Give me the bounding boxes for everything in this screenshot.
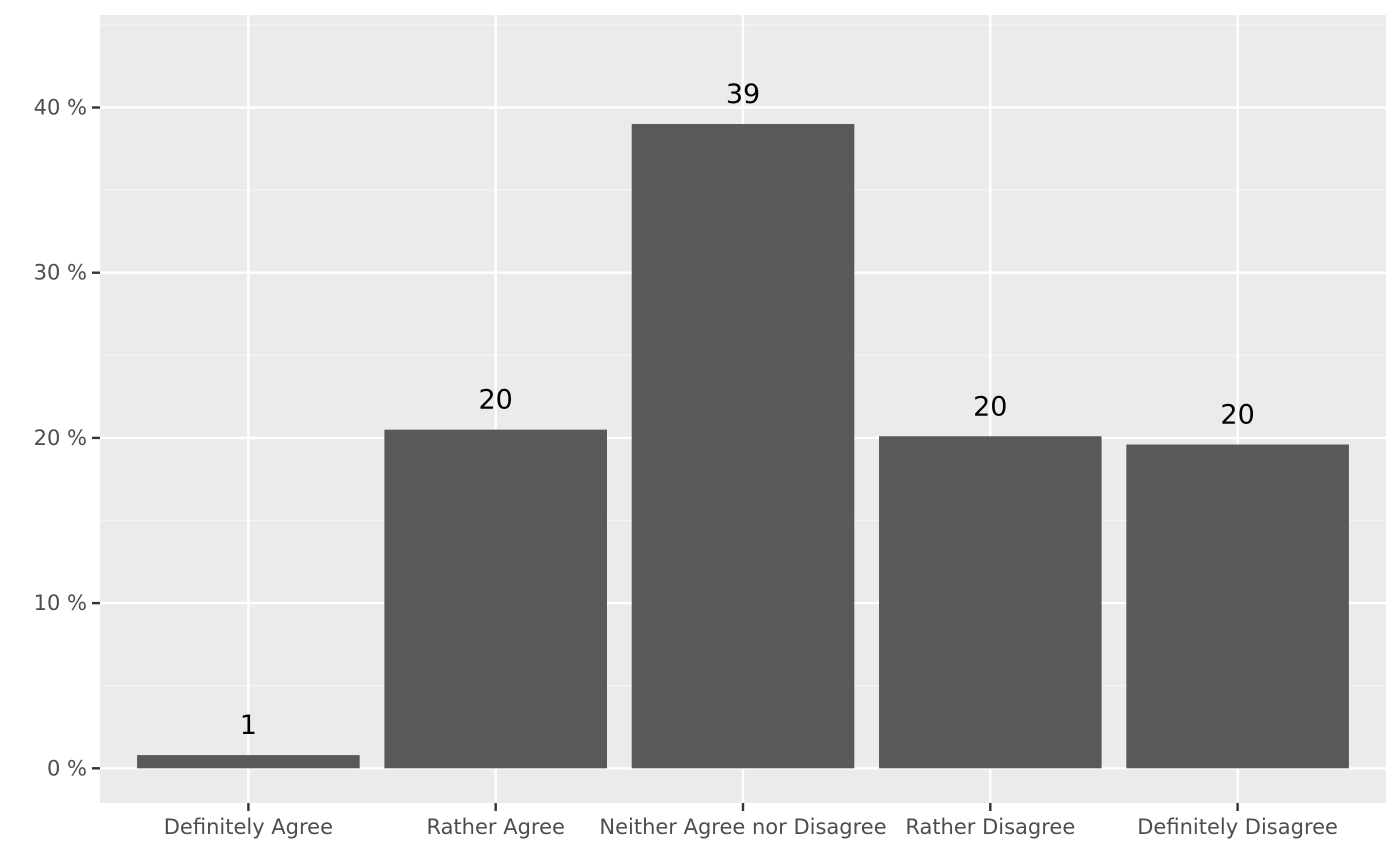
data-label: 20	[973, 391, 1007, 422]
bars	[137, 124, 1349, 769]
bar	[631, 124, 855, 769]
y-tick-label: 20 %	[34, 426, 87, 450]
y-tick-label: 40 %	[34, 96, 87, 120]
y-tick-label: 30 %	[34, 261, 87, 285]
x-tick-label: Neither Agree nor Disagree	[599, 815, 886, 839]
data-label: 39	[726, 79, 760, 110]
y-axis: 0 % 10 % 20 % 30 % 40 %	[34, 96, 100, 780]
bar	[1126, 444, 1349, 769]
bar	[384, 429, 607, 769]
y-tick-label: 10 %	[34, 591, 87, 615]
x-tick-label: Rather Agree	[426, 815, 564, 839]
bar	[137, 755, 360, 769]
x-tick-label: Rather Disagree	[905, 815, 1075, 839]
data-label: 20	[479, 385, 513, 416]
bar	[879, 436, 1102, 769]
data-label: 20	[1220, 400, 1254, 431]
x-axis: Definitely Agree Rather Agree Neither Agre…	[164, 803, 1338, 839]
data-label: 1	[240, 710, 257, 741]
x-tick-label: Definitely Disagree	[1137, 815, 1338, 839]
x-tick-label: Definitely Agree	[164, 815, 333, 839]
data-labels: 1 20 39 20 20	[240, 79, 1255, 741]
y-tick-label: 0 %	[47, 756, 87, 780]
